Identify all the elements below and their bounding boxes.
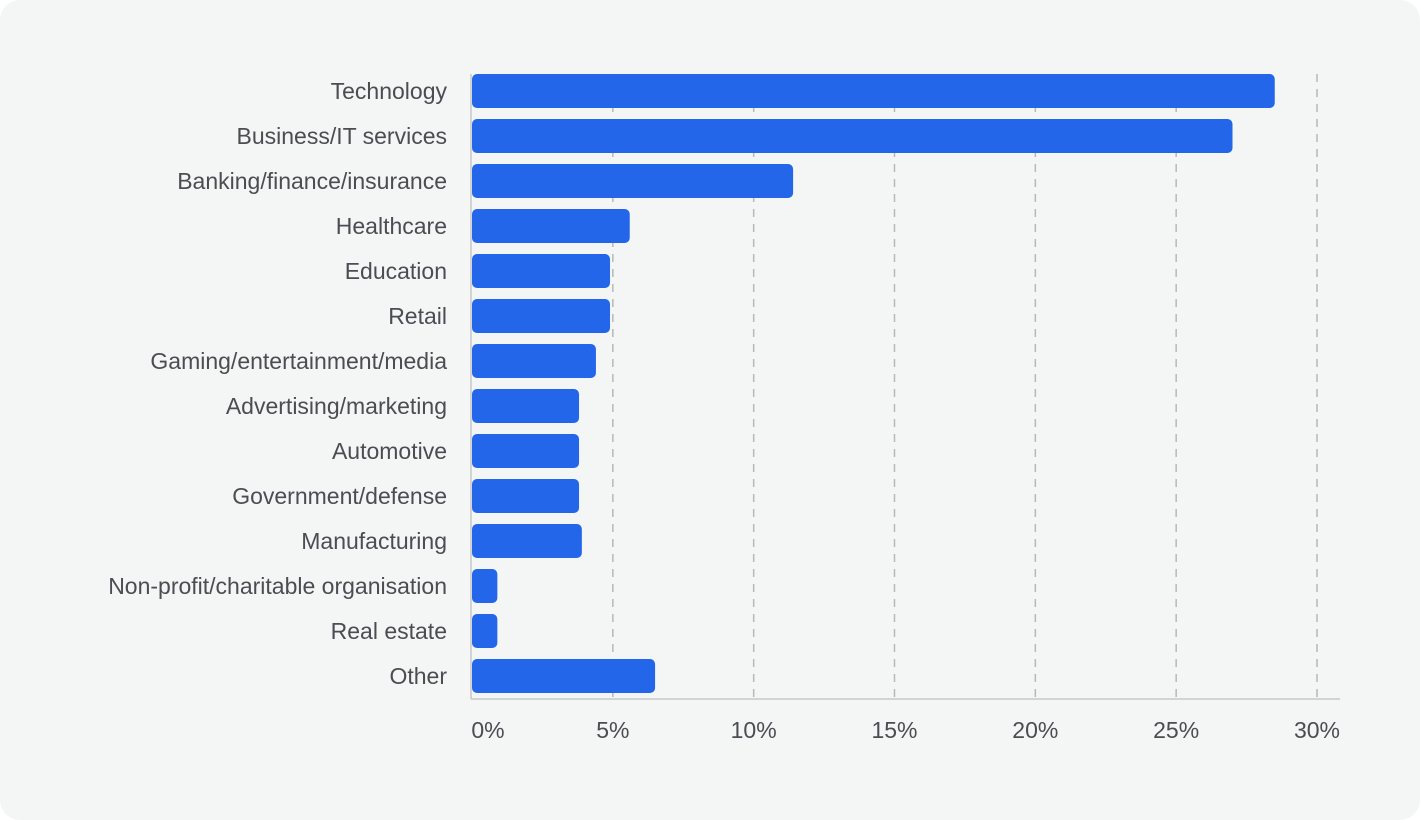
x-tick-label: 25% bbox=[1153, 717, 1199, 743]
x-tick-label: 20% bbox=[1012, 717, 1058, 743]
category-label: Retail bbox=[388, 303, 447, 329]
bar bbox=[472, 479, 580, 513]
category-label: Real estate bbox=[331, 618, 447, 644]
bar bbox=[472, 434, 580, 468]
category-label: Healthcare bbox=[336, 213, 447, 239]
x-tick-label: 10% bbox=[731, 717, 777, 743]
x-tick-label: 15% bbox=[871, 717, 917, 743]
bar bbox=[472, 389, 580, 423]
bar bbox=[472, 164, 794, 198]
category-label: Technology bbox=[331, 78, 448, 104]
category-label: Manufacturing bbox=[301, 528, 447, 554]
x-tick-label: 30% bbox=[1294, 717, 1340, 743]
category-label: Education bbox=[345, 258, 447, 284]
bar bbox=[472, 209, 630, 243]
bar bbox=[472, 344, 596, 378]
bar bbox=[472, 299, 611, 333]
category-label: Government/defense bbox=[232, 483, 447, 509]
bar bbox=[472, 659, 656, 693]
category-label: Automotive bbox=[332, 438, 447, 464]
bar bbox=[472, 254, 611, 288]
category-label: Business/IT services bbox=[237, 123, 447, 149]
category-label: Non-profit/charitable organisation bbox=[108, 573, 447, 599]
bar bbox=[472, 524, 582, 558]
bar bbox=[472, 74, 1275, 108]
bar bbox=[472, 569, 498, 603]
category-label: Gaming/entertainment/media bbox=[150, 348, 447, 374]
bar bbox=[472, 614, 498, 648]
category-label: Banking/finance/insurance bbox=[177, 168, 447, 194]
x-tick-label: 0% bbox=[471, 717, 504, 743]
bar bbox=[472, 119, 1233, 153]
category-label: Other bbox=[389, 663, 447, 689]
x-tick-label: 5% bbox=[596, 717, 629, 743]
category-label: Advertising/marketing bbox=[226, 393, 447, 419]
